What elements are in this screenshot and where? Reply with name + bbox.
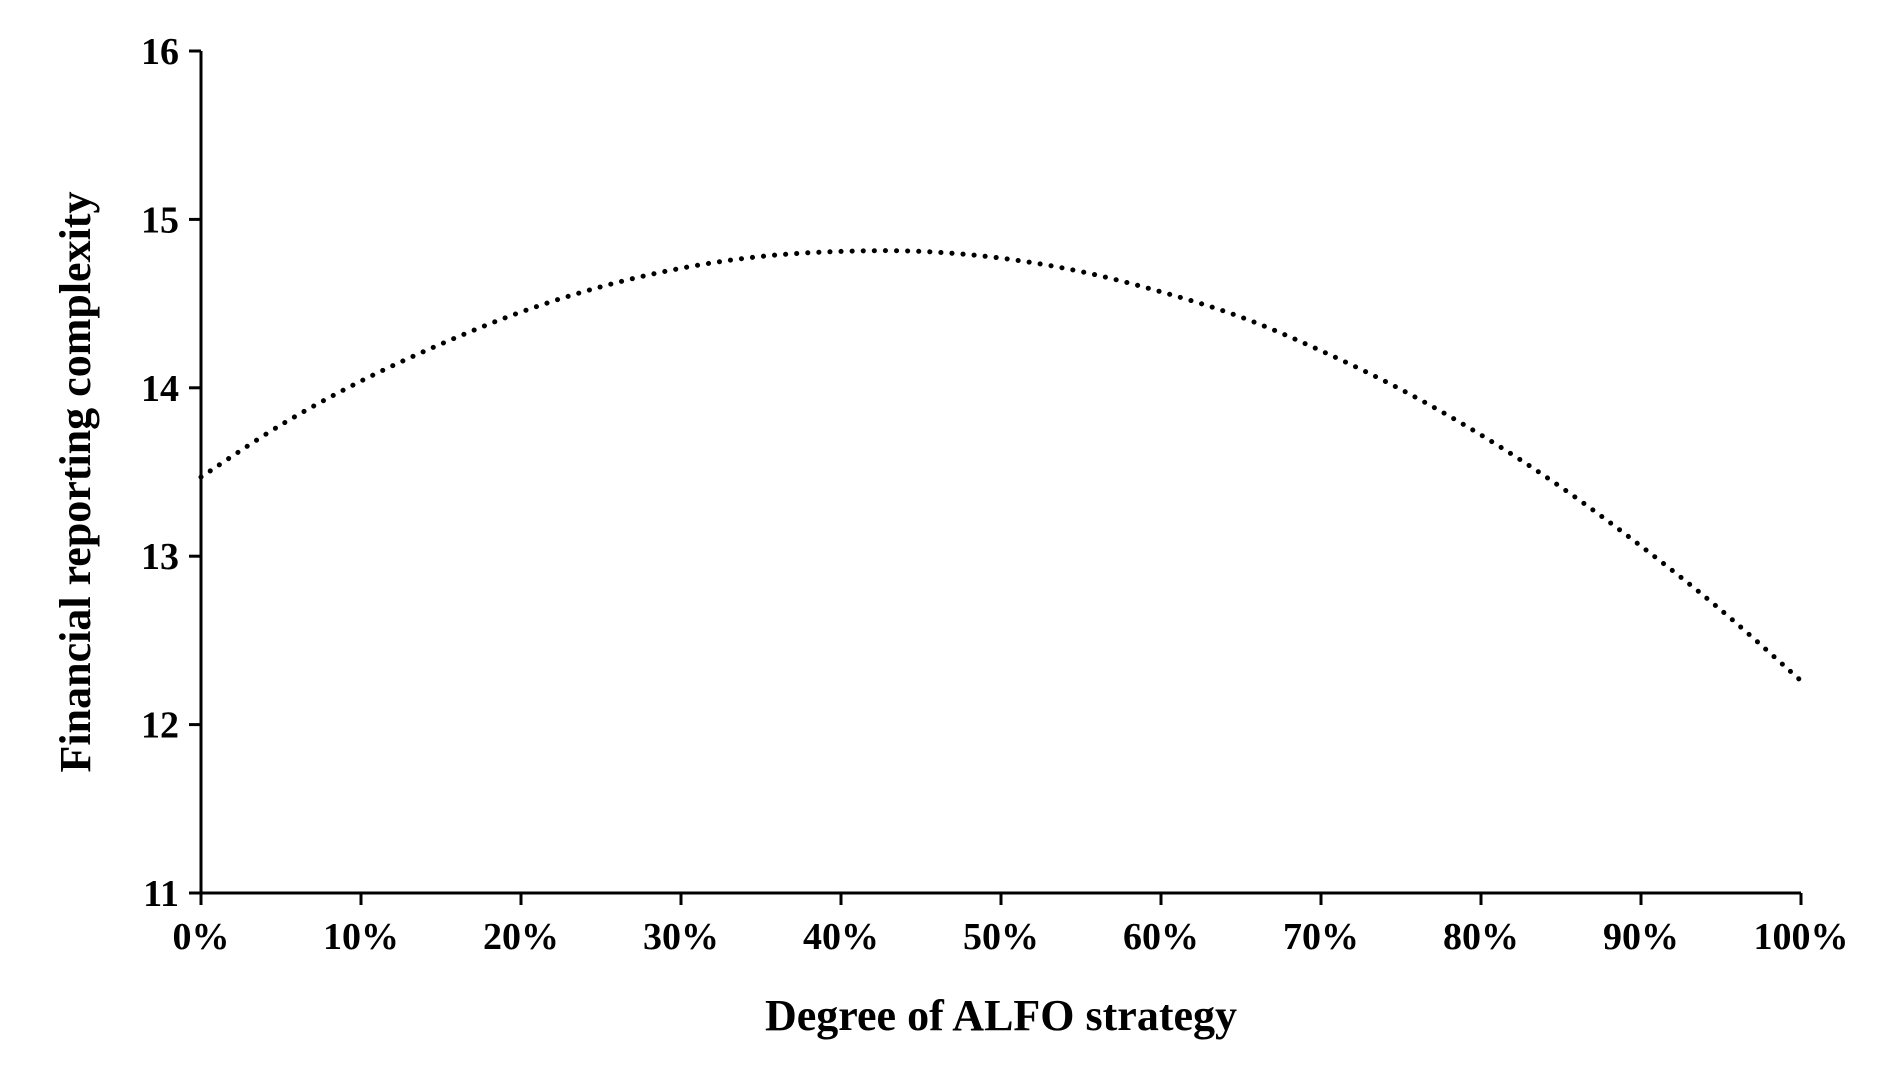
data-point xyxy=(999,256,1003,260)
x-tick-label: 10% xyxy=(323,916,399,958)
series-line xyxy=(198,248,1804,684)
data-point xyxy=(1639,544,1643,548)
x-tick-label: 90% xyxy=(1603,916,1679,958)
x-tick-label: 70% xyxy=(1283,916,1359,958)
series-layer xyxy=(198,248,1804,684)
y-tick-label: 12 xyxy=(141,705,179,747)
x-tick-label: 50% xyxy=(963,916,1039,958)
x-tick-label: 40% xyxy=(803,916,879,958)
y-tick-label: 15 xyxy=(141,199,179,241)
data-point xyxy=(1319,349,1323,353)
data-point xyxy=(1559,485,1563,489)
x-tick-label: 30% xyxy=(643,916,719,958)
x-tick-label: 60% xyxy=(1123,916,1199,958)
x-tick-label: 100% xyxy=(1754,916,1849,958)
y-tick-label: 16 xyxy=(141,31,179,73)
y-ticks: 11 12 13 14 15 16 xyxy=(141,31,201,915)
x-tick-label: 80% xyxy=(1443,916,1519,958)
y-axis-title: Financial reporting complexity xyxy=(51,192,100,773)
x-tick-label: 0% xyxy=(173,916,230,958)
y-tick-label: 11 xyxy=(143,873,179,915)
y-tick-label: 14 xyxy=(141,368,179,410)
x-axis-title: Degree of ALFO strategy xyxy=(765,991,1237,1040)
data-point xyxy=(1399,387,1403,391)
x-ticks: 0% 10% 20% 30% 40% 50% 60% 70% 80% 90% 100% xyxy=(173,893,1849,958)
data-point xyxy=(679,266,683,270)
axes xyxy=(199,51,1801,895)
y-tick-label: 13 xyxy=(141,536,179,578)
data-point xyxy=(519,310,523,314)
data-point xyxy=(279,423,283,427)
x-tick-label: 20% xyxy=(483,916,559,958)
